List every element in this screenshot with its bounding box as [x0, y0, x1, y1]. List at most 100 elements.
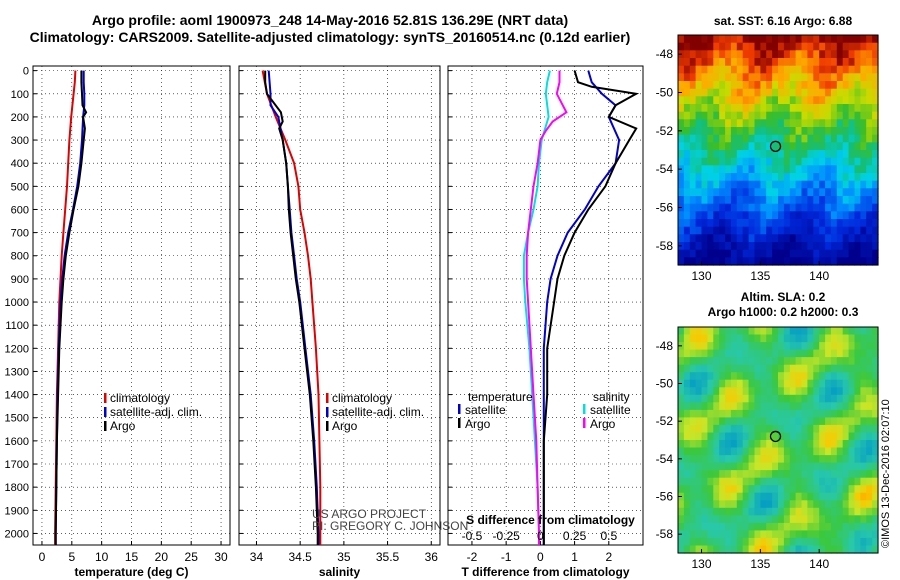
map-cell [766, 507, 773, 516]
map-cell [725, 342, 732, 351]
map-cell [701, 242, 708, 251]
map-cell [830, 485, 838, 494]
map-cell [842, 515, 850, 524]
map-cell [795, 219, 803, 228]
map-cell [848, 81, 856, 90]
map-cell [772, 226, 779, 235]
map-cell [836, 432, 844, 441]
map-cell [713, 180, 720, 189]
map-cell [754, 440, 761, 449]
map-cell [789, 500, 797, 509]
map-cell [707, 104, 714, 113]
map-cell [760, 211, 767, 220]
map-cell [860, 81, 867, 90]
map-cell [807, 327, 814, 336]
map-cell [807, 364, 814, 373]
map-cell [754, 545, 761, 554]
map-cell [825, 500, 832, 509]
map-cell [678, 409, 685, 418]
map-cell [678, 219, 685, 228]
map-cell [836, 379, 844, 388]
map-cell [695, 157, 703, 166]
map-cell [795, 88, 803, 97]
map-cell [801, 165, 808, 174]
legend-swatch [458, 418, 461, 428]
map-cell [795, 234, 803, 243]
legend-heading-temperature: temperature [468, 390, 533, 404]
map-cell [678, 188, 685, 197]
map-cell [760, 234, 767, 243]
map-cell [825, 73, 832, 82]
map-cell [854, 188, 861, 197]
map-cell [754, 58, 761, 67]
map-cell [689, 50, 697, 59]
map-cell [719, 196, 726, 205]
map-cell [754, 180, 761, 189]
map-cell [683, 364, 691, 373]
map-cell [678, 73, 685, 82]
map-cell [813, 119, 820, 128]
map-cell [695, 492, 703, 501]
map-cell [778, 180, 785, 189]
map-cell [736, 394, 744, 403]
map-cell [789, 173, 797, 182]
map-cell [730, 150, 738, 159]
map-cell [789, 440, 797, 449]
map-cell [678, 447, 685, 456]
map-cell [801, 65, 808, 74]
map-cell [736, 470, 744, 479]
map-cell [813, 188, 820, 197]
map-cell [766, 211, 773, 220]
map-cell [678, 96, 685, 105]
map-cell [683, 119, 691, 128]
map-cell [783, 500, 791, 509]
map-cell [701, 73, 708, 82]
map-cell [772, 500, 779, 509]
map-cell [707, 417, 714, 426]
y-tick-label: 1000 [5, 297, 29, 309]
map-cell [860, 334, 867, 343]
map-cell [766, 119, 773, 128]
map-cell [866, 81, 873, 90]
map-cell [830, 349, 838, 358]
map-cell [860, 372, 867, 381]
map-cell [742, 157, 750, 166]
map-cell [760, 96, 767, 105]
map-cell [742, 455, 750, 464]
map-cell [854, 211, 861, 220]
map-cell [719, 424, 726, 433]
map-cell [783, 485, 791, 494]
map-cell [736, 119, 744, 128]
map-cell [830, 58, 838, 67]
map-cell [701, 545, 708, 554]
map-cell [748, 157, 756, 166]
map-cell [760, 203, 767, 212]
legend-swatch [326, 421, 329, 431]
map-cell [866, 334, 873, 343]
map-cell [719, 492, 726, 501]
map-cell [742, 357, 750, 366]
map-cell [848, 500, 856, 509]
map-cell [713, 111, 720, 120]
map-cell [719, 58, 726, 67]
map-cell [754, 234, 761, 243]
series-line-red [261, 70, 322, 545]
map-cell [825, 492, 832, 501]
map-cell [719, 432, 726, 441]
map-cell [689, 522, 697, 531]
map-cell [766, 219, 773, 228]
map-cell [836, 492, 844, 501]
map-cell [736, 88, 744, 97]
map-cell [678, 372, 685, 381]
map-cell [695, 327, 703, 336]
map-cell [695, 432, 703, 441]
map-cell [842, 188, 850, 197]
map-cell [695, 111, 703, 120]
map-cell [730, 134, 738, 143]
map-cell [730, 364, 738, 373]
map-cell [778, 424, 785, 433]
map-cell [848, 104, 856, 113]
map-cell [748, 379, 756, 388]
map-cell [783, 73, 791, 82]
map-cell [819, 409, 826, 418]
